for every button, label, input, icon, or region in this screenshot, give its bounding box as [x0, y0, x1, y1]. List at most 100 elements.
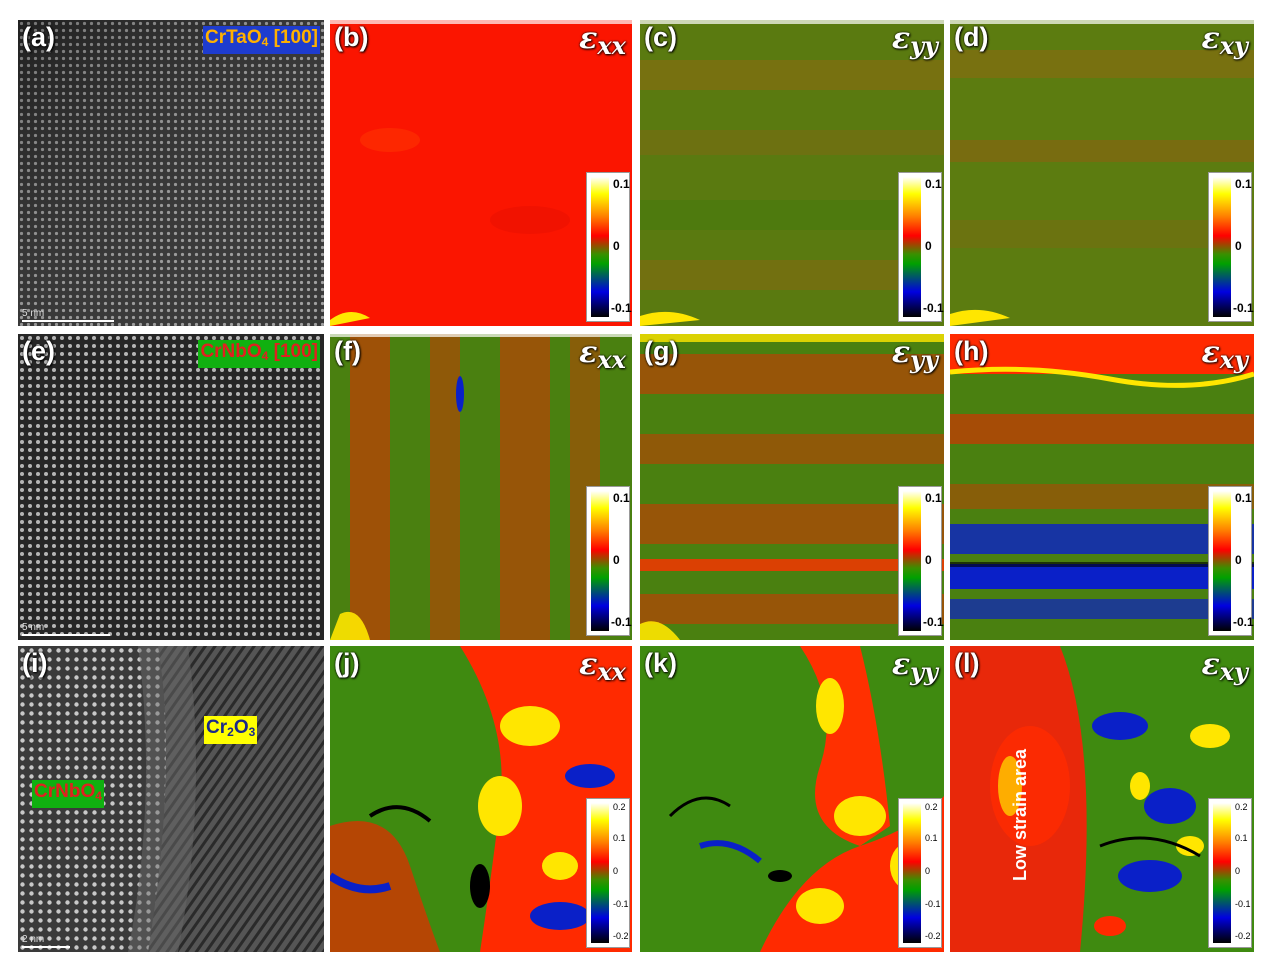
- colorbar: 0.2 0.1 0 -0.1 -0.2: [898, 798, 942, 948]
- colorbar-tick: 0.1: [925, 177, 942, 191]
- tem-panel-e: (e) CrNbO4 [100] 5 nm: [18, 334, 324, 640]
- scale-bar: 5 nm: [22, 622, 110, 636]
- colorbar: 0.2 0.1 0 -0.1 -0.2: [1208, 798, 1252, 948]
- colorbar-tick: -0.1: [923, 615, 944, 629]
- strain-map-image: [950, 334, 1254, 640]
- epsilon-symbol: ε: [1201, 21, 1220, 56]
- strain-map-j: (j) εxx 0.2 0.1 0 -0.1 -0.2: [330, 646, 632, 952]
- strain-map-f: (f) εxx 0.1 0 -0.1: [330, 334, 632, 640]
- colorbar-tick: 0: [613, 866, 619, 876]
- colorbar-tick: 0: [925, 866, 931, 876]
- phase-label-cr2o3: Cr2O3: [204, 716, 258, 744]
- material-subscript: 4: [261, 349, 269, 363]
- colorbar-tick: 0.1: [1235, 833, 1248, 843]
- material-formula: CrNbO: [200, 341, 262, 362]
- scale-bar-label: 5 nm: [22, 308, 45, 319]
- phase-formula: CrNbO: [34, 781, 96, 802]
- material-subscript: 4: [261, 35, 269, 49]
- colorbar-gradient: [591, 491, 609, 631]
- phase-subscript: 3: [248, 725, 256, 739]
- strain-subscript: xx: [597, 657, 626, 686]
- strain-subscript: xy: [1219, 345, 1248, 374]
- strain-subscript: yy: [910, 657, 938, 686]
- colorbar: 0.1 0 -0.1: [586, 486, 632, 636]
- material-zone-axis: [100]: [268, 27, 318, 48]
- strain-map-c: (c) εyy 0.1 0 -0.1: [640, 20, 944, 326]
- strain-component-label: εyy: [892, 338, 938, 372]
- epsilon-symbol: ε: [1201, 335, 1220, 370]
- colorbar-tick: -0.1: [1233, 615, 1254, 629]
- scale-bar: 2 nm: [22, 934, 70, 948]
- panel-label: (i): [22, 648, 48, 678]
- strain-map-l: (l) εxy Low strain area 0.2 0.1 0 -0.1 -…: [950, 646, 1254, 952]
- colorbar-tick: 0.1: [613, 491, 630, 505]
- strain-component-label: εxx: [579, 338, 626, 372]
- colorbar-tick: -0.1: [923, 301, 944, 315]
- strain-map-k: (k) εyy 0.2 0.1 0 -0.1 -0.2: [640, 646, 944, 952]
- strain-map-d: (d) εxy 0.1 0 -0.1: [950, 20, 1254, 326]
- strain-subscript: yy: [910, 31, 938, 60]
- epsilon-symbol: ε: [891, 647, 911, 682]
- strain-component-label: εxx: [579, 24, 626, 58]
- colorbar-gradient: [1213, 491, 1231, 631]
- strain-map-image: [330, 334, 632, 640]
- epsilon-symbol: ε: [579, 647, 598, 682]
- colorbar-tick: 0.1: [1235, 491, 1252, 505]
- strain-map-b: (b) εxx 0.1 0 -0.1: [330, 20, 632, 326]
- phase-formula: Cr: [206, 717, 228, 738]
- colorbar-tick: -0.1: [611, 301, 632, 315]
- epsilon-symbol: ε: [1201, 647, 1220, 682]
- colorbar-gradient: [903, 491, 921, 631]
- strain-component-label: εyy: [892, 650, 938, 684]
- panel-label: (d): [954, 22, 989, 52]
- strain-map-image: [640, 20, 944, 326]
- colorbar: 0.1 0 -0.1: [1208, 172, 1254, 322]
- colorbar-tick: 0: [613, 239, 620, 253]
- colorbar-tick: 0.1: [925, 491, 942, 505]
- epsilon-symbol: ε: [891, 21, 911, 56]
- colorbar-gradient: [903, 803, 921, 943]
- strain-component-label: εxy: [1201, 650, 1248, 684]
- material-label: CrTaO4 [100]: [203, 26, 320, 54]
- colorbar-tick: -0.1: [611, 615, 632, 629]
- strain-subscript: yy: [910, 345, 938, 374]
- colorbar-tick: 0.2: [613, 802, 626, 812]
- panel-label: (c): [644, 22, 677, 52]
- colorbar-tick: 0: [1235, 866, 1241, 876]
- low-strain-annotation: Low strain area: [1010, 748, 1030, 881]
- colorbar-tick: 0.1: [613, 833, 626, 843]
- phase-formula-tail: O: [233, 717, 249, 738]
- material-label: CrNbO4 [100]: [198, 340, 320, 368]
- strain-component-label: εxx: [579, 650, 626, 684]
- panel-label: (j): [334, 648, 360, 678]
- material-formula: CrTaO: [205, 27, 262, 48]
- strain-component-label: εxy: [1201, 338, 1248, 372]
- panel-label: (e): [22, 336, 55, 366]
- colorbar-tick: 0.1: [925, 833, 938, 843]
- strain-map-image: [950, 646, 1254, 952]
- colorbar-tick: -0.1: [925, 899, 941, 909]
- strain-map-image: [330, 20, 632, 326]
- colorbar-gradient: [591, 803, 609, 943]
- colorbar-tick: 0.1: [1235, 177, 1252, 191]
- colorbar-gradient: [1213, 177, 1231, 317]
- scale-bar-label: 2 nm: [22, 934, 45, 945]
- colorbar-tick: 0.2: [925, 802, 938, 812]
- strain-map-image: [640, 334, 944, 640]
- strain-map-g: (g) εyy 0.1 0 -0.1: [640, 334, 944, 640]
- material-zone-axis: [100]: [268, 341, 318, 362]
- colorbar-tick: 0: [1235, 553, 1242, 567]
- colorbar-tick: -0.1: [613, 899, 629, 909]
- panel-label: (f): [334, 336, 361, 366]
- strain-component-label: εyy: [892, 24, 938, 58]
- epsilon-symbol: ε: [891, 335, 911, 370]
- strain-map-h: (h) εxy 0.1 0 -0.1: [950, 334, 1254, 640]
- colorbar-tick: -0.2: [613, 931, 629, 941]
- colorbar-tick: 0.1: [613, 177, 630, 191]
- colorbar-tick: -0.2: [1235, 931, 1251, 941]
- strain-map-image: [950, 20, 1254, 326]
- strain-subscript: xy: [1219, 657, 1248, 686]
- tem-lattice-image: [18, 20, 324, 326]
- panel-label: (a): [22, 22, 55, 52]
- colorbar-tick: -0.2: [925, 931, 941, 941]
